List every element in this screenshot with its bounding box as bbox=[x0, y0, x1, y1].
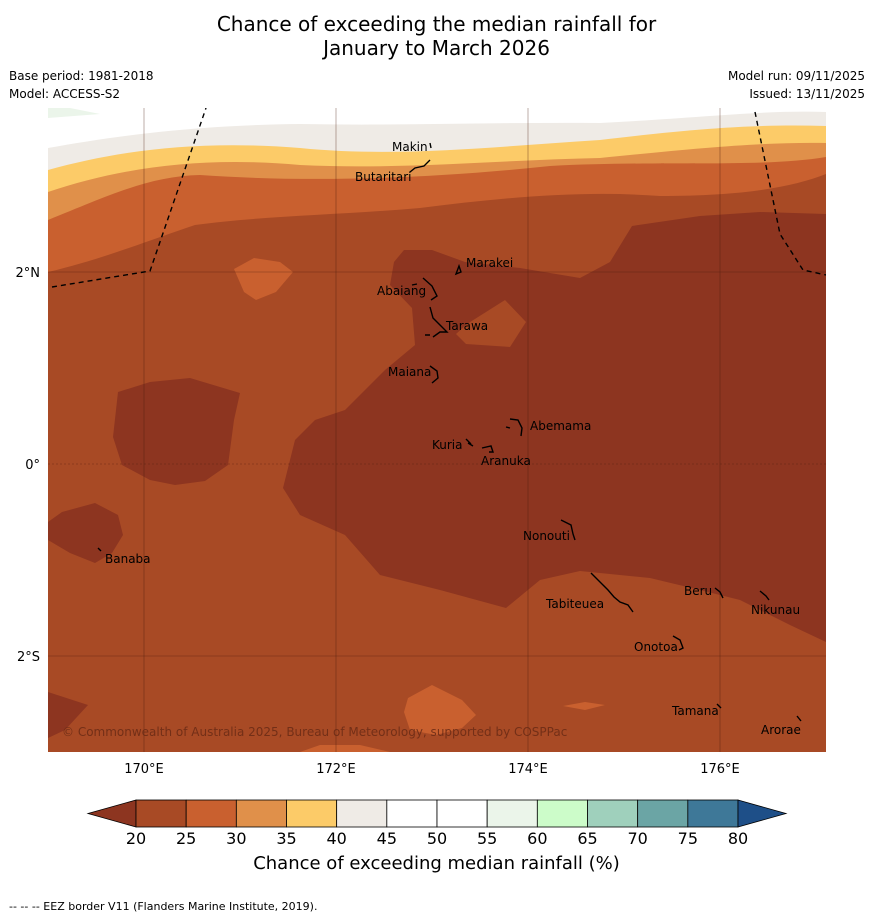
issued-date: Issued: 13/11/2025 bbox=[749, 87, 865, 101]
colorbar-cell bbox=[687, 799, 739, 828]
patch-25-30-bottom bbox=[300, 745, 390, 752]
kuria-shape bbox=[465, 438, 474, 447]
title-line-1: Chance of exceeding the median rainfall … bbox=[216, 12, 657, 36]
island-label-nikunau: Nikunau bbox=[751, 603, 800, 617]
island-label-butaritari: Butaritari bbox=[355, 170, 412, 184]
patch-25-30-small bbox=[563, 702, 605, 710]
island-label-aranuka: Aranuka bbox=[481, 454, 531, 468]
lat-label-2n: 2°N bbox=[16, 266, 41, 281]
region-below-20-southwest bbox=[48, 692, 88, 738]
beru-shape bbox=[714, 587, 724, 599]
colorbar-cell bbox=[436, 799, 488, 828]
island-label-beru: Beru bbox=[684, 584, 712, 598]
colorbar-tick-label: 65 bbox=[577, 829, 597, 848]
band-55-60 bbox=[48, 108, 100, 118]
meta-right: Model run: 09/11/2025 Issued: 13/11/2025 bbox=[728, 69, 865, 105]
colorbar-cell bbox=[637, 799, 689, 828]
colorbar-cell bbox=[386, 799, 438, 828]
colorbar-tick-label: 45 bbox=[377, 829, 397, 848]
tamana-shape bbox=[716, 703, 722, 709]
colorbar-tick-label: 55 bbox=[477, 829, 497, 848]
colorbar-tick-label: 20 bbox=[126, 829, 146, 848]
marakei-shape bbox=[454, 263, 462, 276]
lon-label-176e: 176°E bbox=[700, 762, 740, 777]
island-label-makin: Makin bbox=[392, 140, 428, 154]
colorbar-cell bbox=[185, 799, 237, 828]
colorbar-tick-label: 70 bbox=[627, 829, 647, 848]
colorbar-tick-label: 40 bbox=[326, 829, 346, 848]
island-label-tamana: Tamana bbox=[671, 704, 719, 718]
meta-left: Base period: 1981-2018 Model: ACCESS-S2 bbox=[9, 69, 154, 105]
colorbar-low-extension bbox=[86, 799, 137, 828]
colorbar-tick-label: 30 bbox=[226, 829, 246, 848]
island-label-arorae: Arorae bbox=[761, 723, 801, 737]
map-area: Makin Butaritari Marakei Abaiang Tarawa … bbox=[48, 108, 826, 752]
colorbar: 20 25 30 35 40 45 50 55 60 65 70 75 80 bbox=[86, 799, 788, 848]
butaritari-shape bbox=[409, 159, 431, 173]
island-label-nonouti: Nonouti bbox=[523, 529, 570, 543]
onotoa-shape bbox=[672, 635, 684, 651]
island-shapes bbox=[97, 142, 802, 722]
colorbar-cell bbox=[587, 799, 639, 828]
lon-label-170e: 170°E bbox=[124, 762, 164, 777]
tarawa-shape bbox=[425, 306, 449, 338]
island-label-banaba: Banaba bbox=[105, 552, 151, 566]
colorbar-tick-label: 75 bbox=[678, 829, 698, 848]
maiana-shape bbox=[429, 365, 439, 384]
island-label-onotoa: Onotoa bbox=[634, 640, 678, 654]
island-label-abaiang: Abaiang bbox=[377, 284, 426, 298]
island-label-kuria: Kuria bbox=[432, 438, 463, 452]
region-below-20-central bbox=[283, 212, 826, 642]
abaiang-shape bbox=[411, 277, 438, 301]
makin-shape bbox=[429, 142, 432, 149]
nikunau-shape bbox=[759, 590, 770, 601]
aranuka-shape bbox=[481, 445, 494, 453]
gridlines bbox=[48, 108, 826, 752]
patch-25-30-west bbox=[234, 258, 293, 300]
model-name: Model: ACCESS-S2 bbox=[9, 87, 121, 101]
lat-label-2s: 2°S bbox=[17, 650, 40, 665]
colorbar-cell bbox=[135, 799, 187, 828]
map-title: Chance of exceeding the median rainfall … bbox=[0, 12, 873, 60]
colorbar-tick-label: 80 bbox=[728, 829, 748, 848]
patch-25-30-south bbox=[404, 685, 476, 735]
patch-20-25-tarawa bbox=[456, 300, 526, 347]
island-label-tabiteuea: Tabiteuea bbox=[545, 597, 604, 611]
island-label-marakei: Marakei bbox=[466, 256, 513, 270]
arorae-shape bbox=[796, 715, 802, 722]
colorbar-tick-label: 60 bbox=[527, 829, 547, 848]
island-label-maiana: Maiana bbox=[388, 365, 431, 379]
colorbar-tick-label: 50 bbox=[427, 829, 447, 848]
colorbar-cell bbox=[286, 799, 338, 828]
banaba-shape bbox=[97, 547, 102, 552]
title-line-2: January to March 2026 bbox=[323, 36, 550, 60]
colorbar-cell bbox=[235, 799, 287, 828]
colorbar-cell bbox=[536, 799, 588, 828]
base-period: Base period: 1981-2018 bbox=[9, 69, 154, 83]
copyright-notice: © Commonwealth of Australia 2025, Bureau… bbox=[62, 725, 567, 739]
abemama-shape bbox=[505, 418, 523, 437]
island-label-tarawa: Tarawa bbox=[445, 319, 488, 333]
colorbar-tick-label: 25 bbox=[176, 829, 196, 848]
colorbar-high-extension bbox=[737, 799, 788, 828]
island-label-abemama: Abemama bbox=[530, 419, 591, 433]
tabiteuea-shape bbox=[590, 572, 634, 613]
region-below-20-banaba bbox=[48, 503, 123, 563]
lat-label-0: 0° bbox=[25, 458, 40, 473]
colorbar-label: Chance of exceeding median rainfall (%) bbox=[253, 853, 620, 874]
lon-label-172e: 172°E bbox=[316, 762, 356, 777]
colorbar-cell bbox=[336, 799, 388, 828]
eez-footnote: -- -- -- EEZ border V11 (Flanders Marine… bbox=[9, 900, 318, 913]
region-below-20-west bbox=[113, 378, 240, 485]
model-run: Model run: 09/11/2025 bbox=[727, 69, 865, 83]
nonouti-shape bbox=[560, 519, 576, 541]
colorbar-cell bbox=[486, 799, 538, 828]
lon-label-174e: 174°E bbox=[508, 762, 548, 777]
colorbar-tick-label: 35 bbox=[276, 829, 296, 848]
eez-border bbox=[51, 108, 826, 288]
